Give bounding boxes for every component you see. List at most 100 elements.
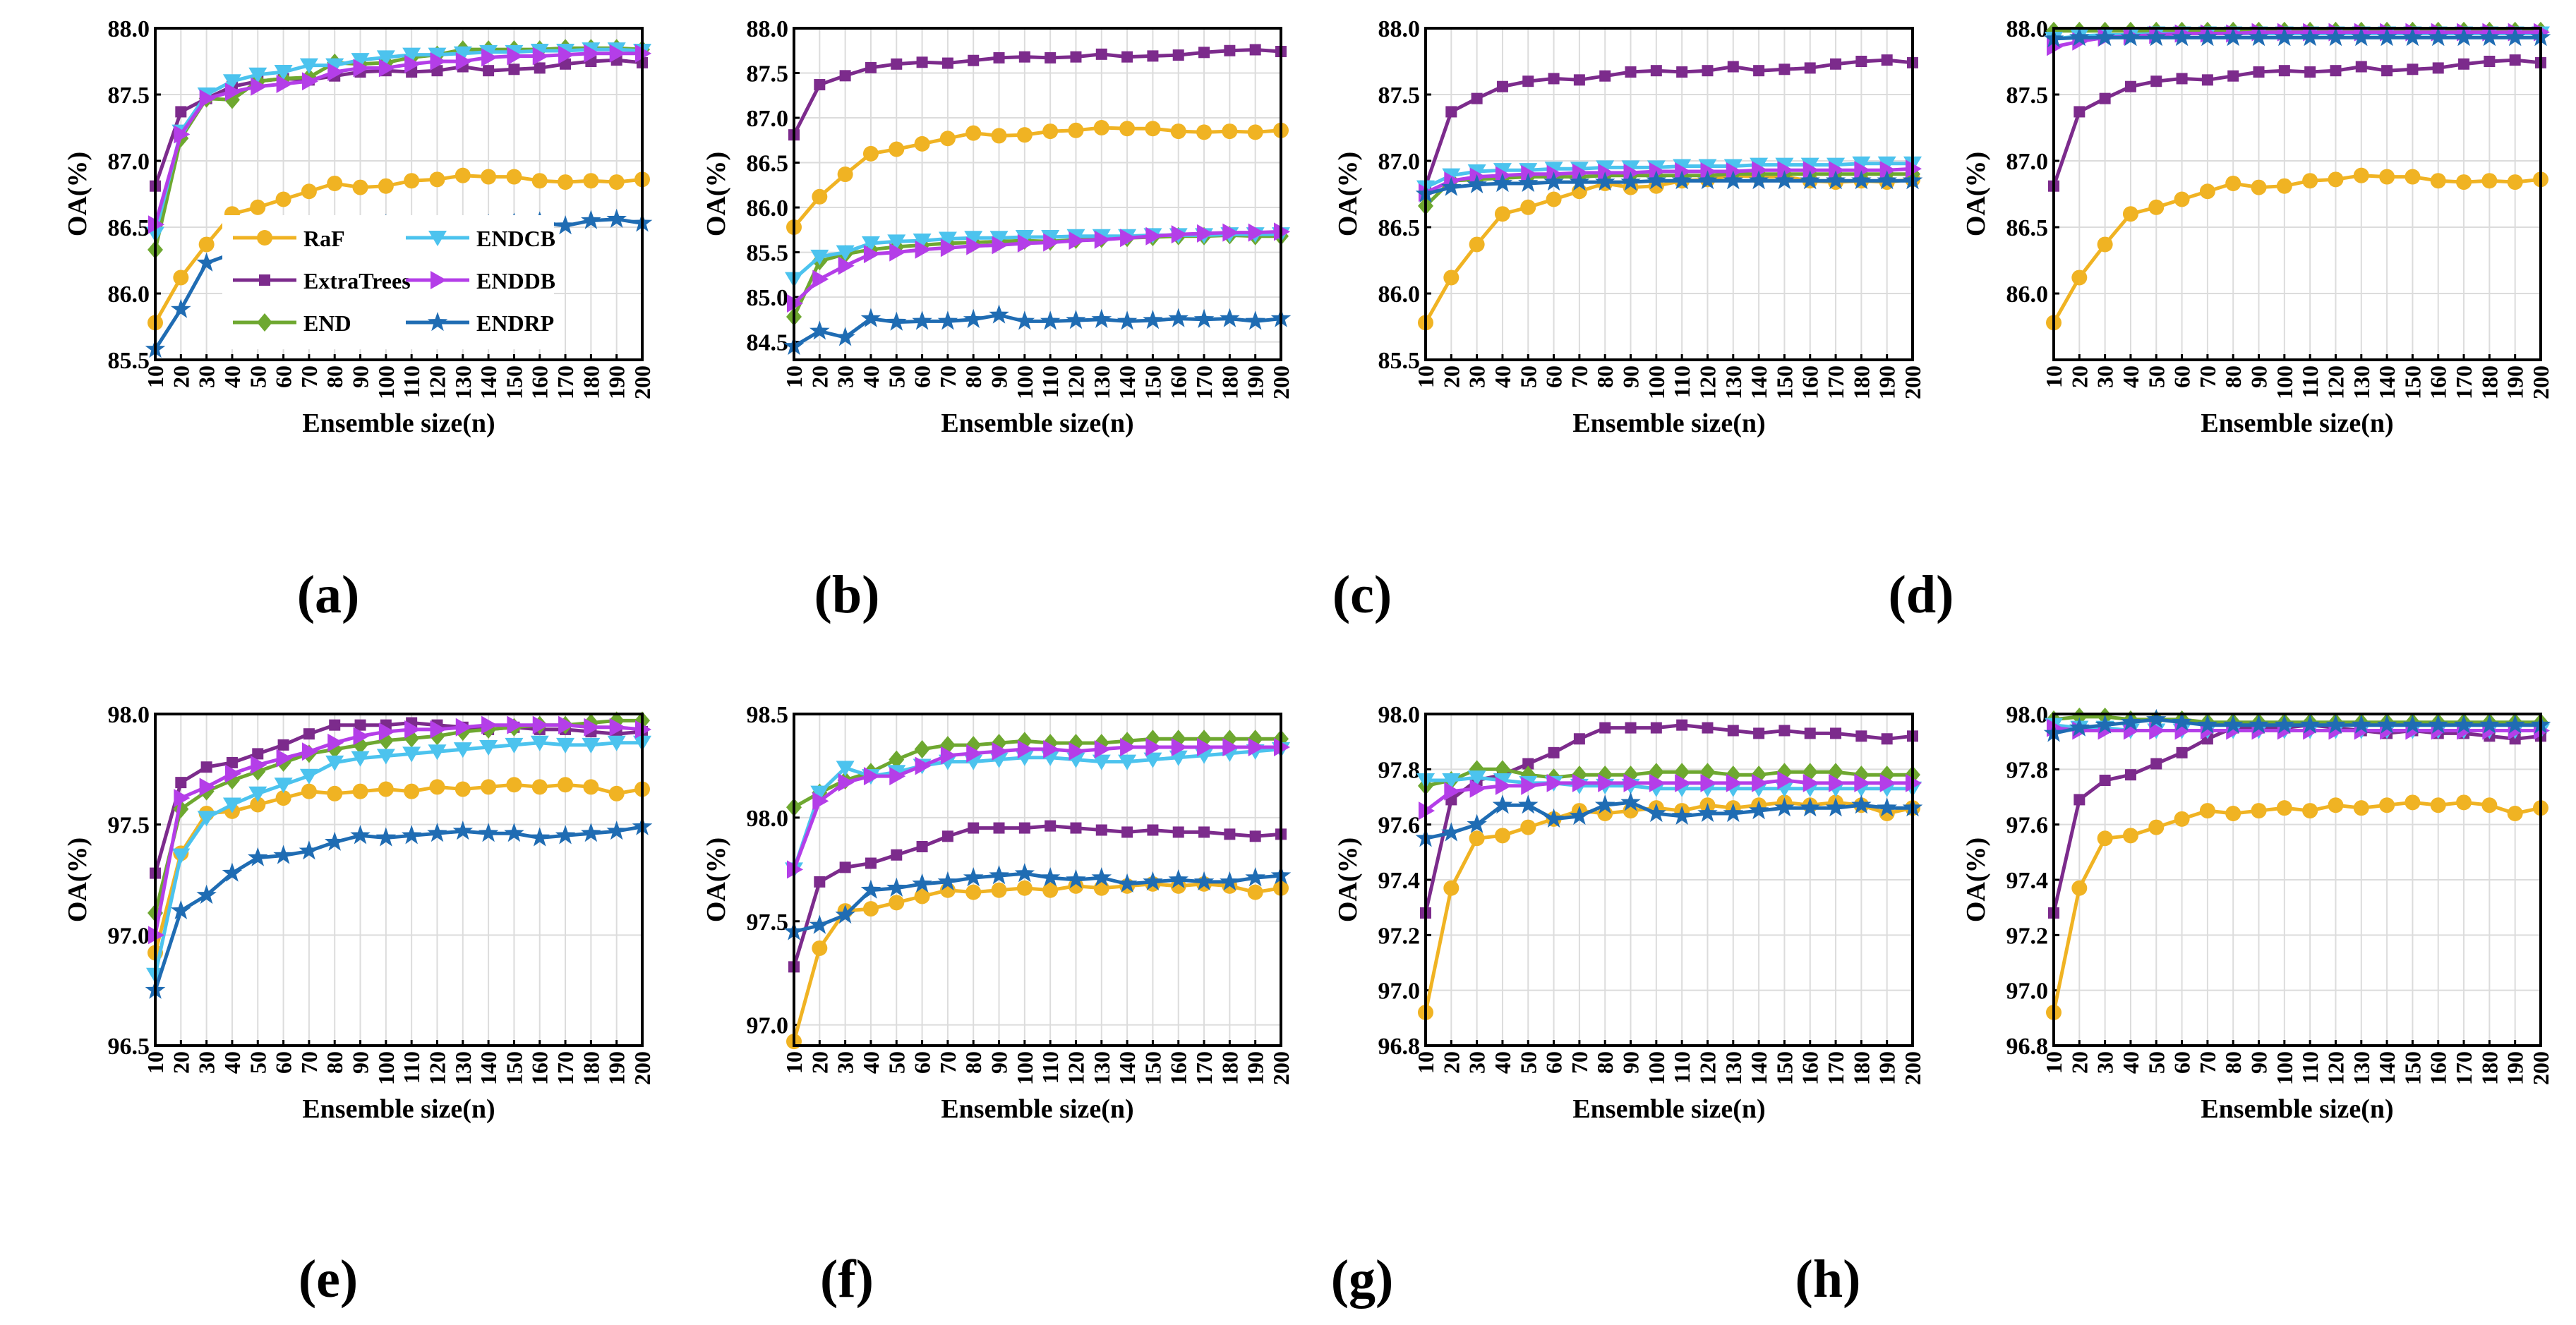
x-tick-label: 190 xyxy=(604,1051,630,1085)
x-tick-label: 20 xyxy=(1438,1051,1464,1074)
x-tick-label: 40 xyxy=(219,1051,245,1074)
data-point-enddb xyxy=(558,715,575,734)
x-tick-label: 60 xyxy=(1541,365,1567,388)
data-point-raf xyxy=(2199,183,2215,200)
data-point-extratrees xyxy=(2278,65,2290,77)
data-point-raf xyxy=(583,779,599,795)
data-point-endrp xyxy=(886,877,907,897)
data-point-extratrees xyxy=(2304,66,2316,78)
x-tick-label: 190 xyxy=(1874,1051,1900,1085)
data-point-endcb xyxy=(1442,773,1461,789)
x-tick-label: 20 xyxy=(807,365,832,388)
x-tick-label: 120 xyxy=(1063,1051,1088,1085)
data-point-extratrees xyxy=(2201,74,2213,86)
data-point-endcb xyxy=(938,231,957,248)
data-point-raf xyxy=(2199,803,2215,819)
data-point-extratrees xyxy=(993,822,1005,834)
x-tick-label: 110 xyxy=(1037,365,1063,398)
y-tick-label: 86.0 xyxy=(108,282,150,308)
data-point-extratrees xyxy=(1172,49,1184,61)
data-point-raf xyxy=(991,882,1007,898)
data-point-endrp xyxy=(1697,170,1718,190)
data-point-raf xyxy=(1119,121,1136,137)
x-tick-label: 30 xyxy=(2093,1051,2118,1074)
data-point-enddb xyxy=(812,270,829,289)
y-tick-label: 97.0 xyxy=(1378,979,1421,1005)
data-point-raf xyxy=(1196,124,1212,140)
data-point-end xyxy=(608,711,625,730)
data-point-endrp xyxy=(2351,714,2372,734)
data-point-endrp xyxy=(2505,27,2525,47)
x-tick-label: 130 xyxy=(2349,1051,2374,1085)
data-point-end xyxy=(1699,763,1716,782)
data-point-endrp xyxy=(2299,27,2321,47)
data-point-enddb xyxy=(1752,161,1769,180)
data-point-endrp xyxy=(1066,310,1086,329)
data-point-endcb xyxy=(1852,156,1871,172)
data-point-raf xyxy=(531,173,548,189)
data-point-enddb xyxy=(1726,773,1743,792)
data-point-enddb xyxy=(276,749,293,768)
data-point-endrp xyxy=(529,827,550,847)
data-point-endrp xyxy=(2505,714,2525,734)
data-point-enddb xyxy=(1623,163,1640,182)
x-tick-label: 70 xyxy=(2195,1051,2220,1074)
x-tick-label: 60 xyxy=(2169,1051,2195,1074)
series-enddb xyxy=(787,738,1290,879)
data-point-raf xyxy=(2225,175,2241,191)
x-tick-label: 90 xyxy=(348,365,373,388)
x-tick-label: 20 xyxy=(2066,1051,2092,1074)
data-point-raf xyxy=(1093,120,1109,135)
data-point-enddb xyxy=(1572,163,1589,182)
data-point-endcb xyxy=(1118,754,1137,770)
data-point-raf xyxy=(2302,173,2318,189)
data-point-endrp xyxy=(1245,310,1265,330)
x-tick-label: 30 xyxy=(1464,1051,1490,1074)
x-tick-label: 40 xyxy=(2118,1051,2143,1074)
data-point-endcb xyxy=(248,67,267,83)
y-tick-label: 85.0 xyxy=(747,285,789,311)
data-point-raf xyxy=(1469,236,1485,253)
data-point-endrp xyxy=(1800,797,1820,817)
data-point-extratrees xyxy=(1095,824,1107,836)
data-point-raf xyxy=(2405,794,2421,811)
data-point-raf xyxy=(1443,880,1459,896)
data-point-extratrees xyxy=(2407,63,2419,75)
caption-h: (h) xyxy=(1795,1250,1861,1309)
caption-c: (c) xyxy=(1332,565,1392,624)
data-point-endrp xyxy=(2325,27,2346,47)
data-point-endrp xyxy=(912,873,932,893)
axes-box xyxy=(1424,27,1914,361)
data-point-enddb xyxy=(838,256,855,275)
data-point-enddb xyxy=(1829,161,1846,180)
series-endcb xyxy=(146,735,651,984)
data-point-extratrees xyxy=(941,57,953,69)
data-point-extratrees xyxy=(2355,61,2367,73)
x-tick-label: 140 xyxy=(1746,365,1771,399)
data-point-extratrees xyxy=(1702,722,1714,734)
y-tick-label: 97.5 xyxy=(747,909,789,936)
data-point-enddb xyxy=(251,756,267,775)
data-point-endcb xyxy=(1877,156,1896,172)
x-tick-label: 140 xyxy=(1114,1051,1140,1085)
data-point-endrp xyxy=(1467,813,1487,833)
data-point-endrp xyxy=(989,304,1009,324)
data-point-raf xyxy=(327,785,343,801)
data-point-extratrees xyxy=(891,58,903,70)
x-tick-label: 60 xyxy=(910,1051,935,1074)
data-point-endrp xyxy=(350,825,371,845)
x-tick-label: 160 xyxy=(1798,1051,1823,1085)
plot-area xyxy=(1426,28,1913,360)
x-tick-label: 140 xyxy=(1114,365,1140,399)
x-tick-label: 70 xyxy=(935,1051,961,1074)
data-point-endcb xyxy=(1015,229,1034,246)
data-point-enddb xyxy=(404,54,421,73)
data-point-raf xyxy=(583,173,599,189)
caption-f: (f) xyxy=(820,1250,874,1309)
legend-marker-end xyxy=(257,313,272,332)
x-tick-label: 180 xyxy=(1848,365,1874,399)
axes-box xyxy=(1424,713,1914,1047)
data-point-endrp xyxy=(2146,27,2167,47)
x-tick-label: 40 xyxy=(2118,365,2143,388)
data-point-enddb xyxy=(1649,162,1666,181)
